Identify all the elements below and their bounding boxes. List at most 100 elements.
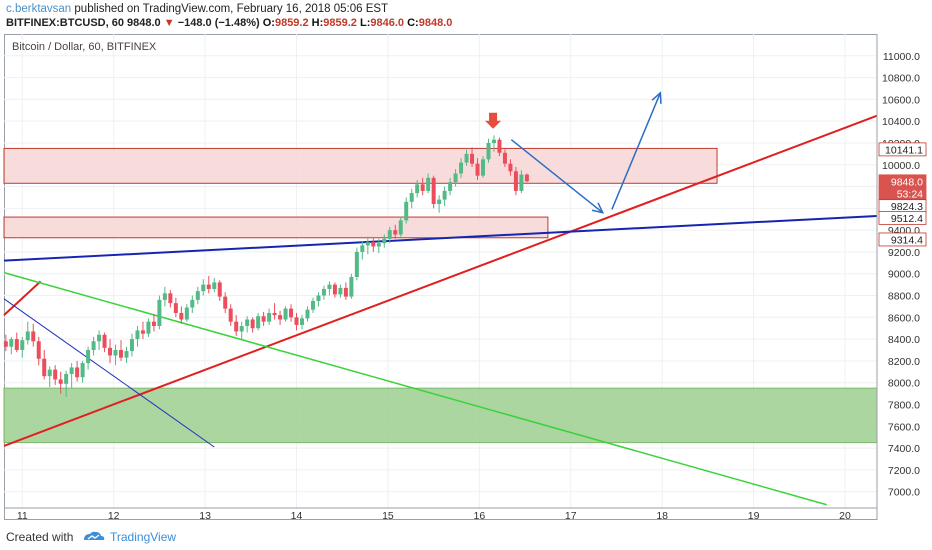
candle-body — [338, 287, 343, 295]
candle-body — [475, 163, 480, 176]
x-tick-label: 19 — [748, 510, 760, 522]
tradingview-logo-icon — [84, 531, 105, 540]
close-label: C: — [407, 17, 419, 29]
candle-down — [420, 177, 425, 196]
candle-up — [321, 285, 326, 300]
candle-down — [179, 306, 184, 324]
candle-body — [135, 330, 140, 340]
price-change: −148.0 (−1.48%) — [177, 17, 260, 29]
candle-body — [179, 312, 184, 320]
candle-body — [497, 139, 502, 153]
candle-up — [129, 333, 134, 357]
zone-box[interactable] — [3, 216, 549, 239]
candle-body — [382, 238, 387, 244]
candle-body — [464, 153, 469, 163]
candle-body — [58, 379, 63, 384]
y-tick-label: 8400.0 — [888, 334, 920, 346]
candle-up — [20, 336, 25, 358]
zone-box[interactable] — [3, 387, 878, 444]
candle-up — [442, 186, 447, 207]
candle-body — [316, 295, 321, 301]
arrow-head — [591, 202, 605, 214]
candle-body — [470, 153, 475, 164]
candle-up — [124, 346, 129, 364]
price-label-text: 10141.1 — [885, 144, 923, 156]
time-axis: 11 12 13 14 15 16 17 18 19 20 — [17, 510, 851, 522]
candle-up — [398, 217, 403, 237]
down-arrow-marker-icon — [485, 112, 502, 129]
candle-up — [135, 326, 140, 347]
candle-body — [491, 139, 496, 143]
y-tick-label: 7800.0 — [888, 399, 920, 411]
x-tick-label: 18 — [656, 510, 668, 522]
candle-down — [393, 224, 398, 239]
candle-body — [173, 303, 178, 313]
zone-box[interactable] — [3, 147, 718, 184]
candle-body — [91, 341, 96, 350]
candle-down — [42, 350, 47, 380]
y-tick-label: 7200.0 — [888, 465, 920, 477]
candle-body — [459, 162, 464, 174]
x-tick-label: 13 — [199, 510, 211, 522]
zones — [3, 147, 878, 444]
candle-down — [119, 340, 124, 361]
candle-body — [190, 299, 195, 308]
trend-line[interactable] — [3, 214, 878, 262]
candle-body — [420, 184, 425, 191]
candle-body — [321, 288, 326, 296]
candle-body — [157, 299, 162, 327]
candle-body — [332, 284, 337, 295]
candle-body — [404, 201, 409, 221]
trend-line[interactable] — [3, 298, 215, 448]
candle-up — [283, 306, 288, 322]
price-label-text: 9824.3 — [891, 201, 923, 213]
author-link[interactable]: c.berktavsan — [6, 3, 72, 15]
candle-up — [310, 297, 315, 313]
candle-up — [437, 195, 442, 213]
created-with-text: Created with — [6, 530, 74, 544]
candle-down — [470, 147, 475, 167]
price-axis-bg[interactable] — [877, 34, 928, 520]
x-tick-label: 20 — [839, 510, 851, 522]
candle-down — [58, 371, 63, 394]
candle-body — [272, 312, 277, 316]
trend-line[interactable] — [3, 114, 878, 447]
candle-up — [195, 286, 200, 305]
candle-up — [113, 344, 118, 366]
candle-down — [217, 280, 222, 301]
candle-down — [102, 332, 107, 353]
candle-body — [376, 243, 381, 247]
candle-up — [162, 286, 167, 307]
candle-up — [212, 278, 217, 293]
candle-body — [415, 184, 420, 194]
trend-line[interactable] — [3, 271, 827, 506]
candle-up — [9, 336, 14, 355]
candle-up — [486, 138, 491, 163]
arrow-line[interactable] — [510, 139, 604, 214]
candle-body — [283, 308, 288, 320]
y-tick-label: 7000.0 — [888, 487, 920, 499]
candle-body — [426, 177, 431, 191]
candle-body — [42, 358, 47, 377]
candle-down — [151, 314, 156, 332]
close-value: 9848.0 — [418, 17, 453, 29]
tradingview-brand[interactable]: TradingView — [110, 530, 177, 544]
candle-up — [349, 273, 354, 299]
y-tick-label: 10400.0 — [882, 116, 920, 128]
low-value: 9846.0 — [370, 17, 405, 29]
candle-body — [36, 341, 41, 359]
candle-down — [31, 323, 36, 347]
candle-body — [47, 369, 52, 377]
price-chart[interactable]: 7000.0 7200.0 7400.0 7600.0 7800.0 8000.0 8200… — [0, 0, 932, 522]
arrow-line[interactable] — [611, 92, 662, 210]
candle-down — [14, 332, 19, 353]
candle-up — [354, 247, 359, 281]
candle-body — [398, 220, 403, 235]
candle-up — [69, 363, 74, 389]
candle-down — [431, 175, 436, 209]
x-tick-label: 15 — [382, 510, 394, 522]
candle-up — [157, 295, 162, 330]
trend-line[interactable] — [3, 280, 42, 316]
candle-body — [327, 284, 332, 289]
candle-up — [448, 177, 453, 196]
